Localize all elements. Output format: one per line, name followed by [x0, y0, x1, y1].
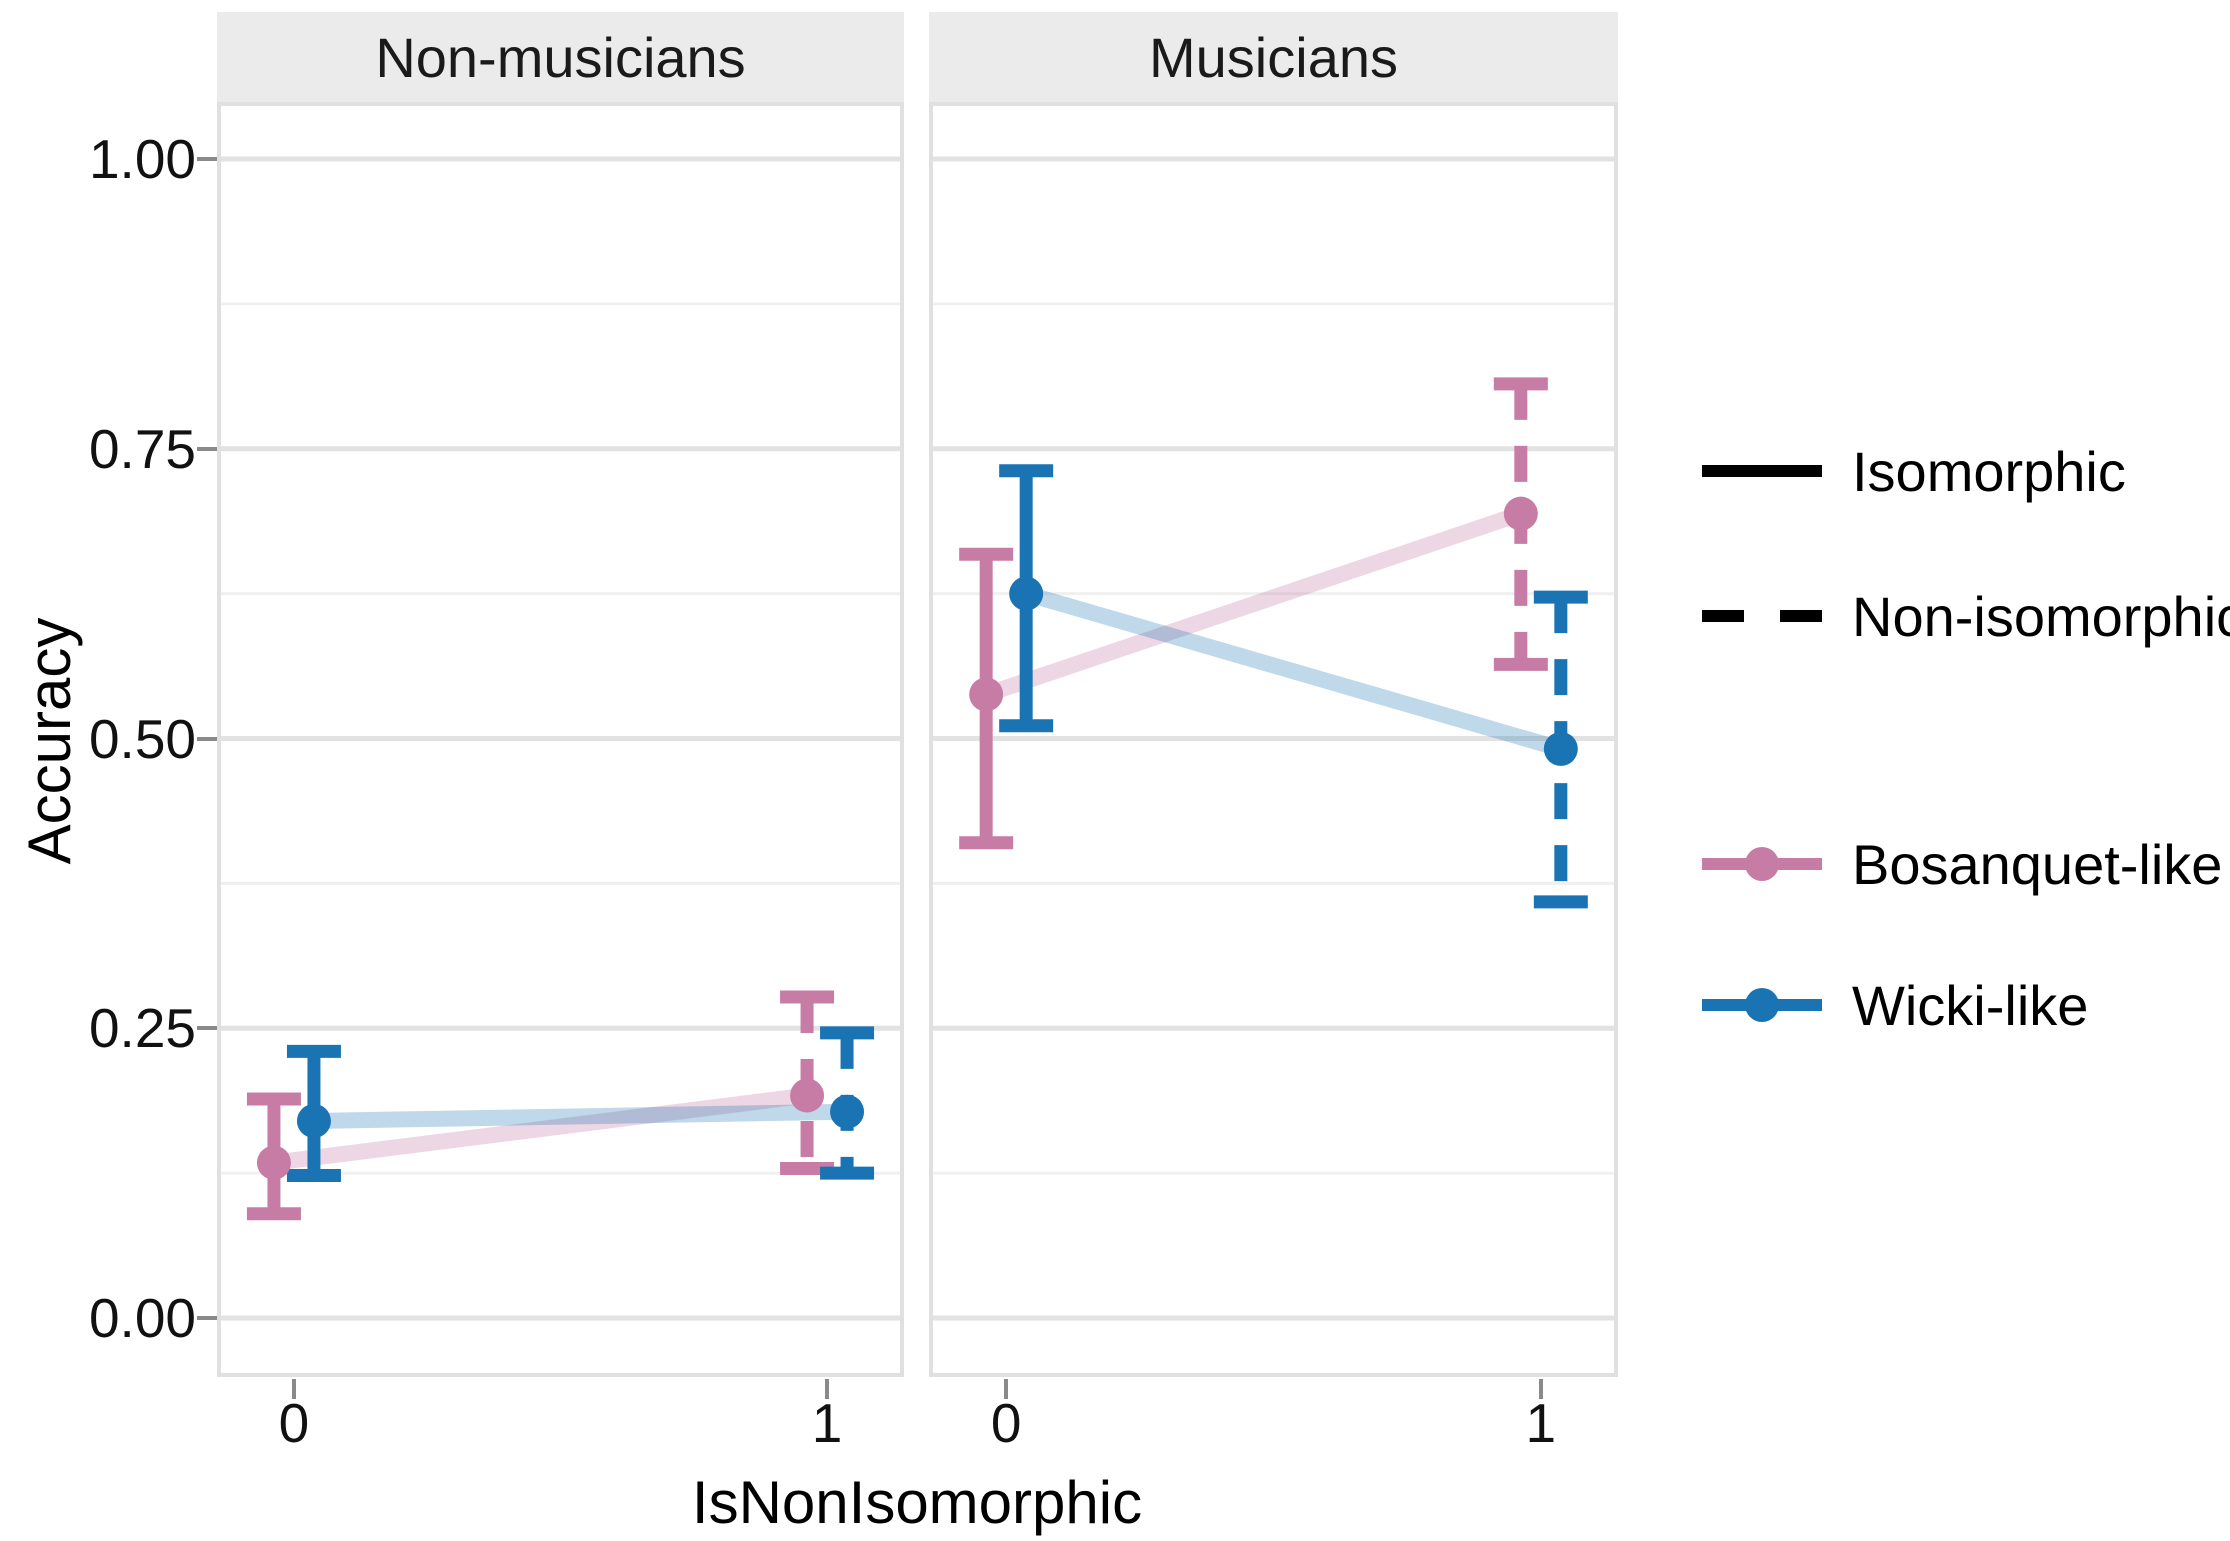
legend-item-wicki: Wicki-like: [1700, 973, 2088, 1037]
series-connector-line: [313, 1103, 848, 1129]
x-tick-mark: [1538, 1379, 1543, 1399]
x-tick-mark: [825, 1379, 830, 1399]
panel-plot-area-non-musicians: [217, 102, 904, 1377]
y-tick-mark: [197, 1316, 217, 1320]
data-point: [256, 1145, 291, 1180]
bosanquet-point-line-icon: [1702, 847, 1822, 881]
y-tick-mark: [197, 1026, 217, 1031]
legend-item-bosanquet: Bosanquet-like: [1700, 832, 2222, 896]
y-tick-label: 0.25: [88, 997, 196, 1060]
panel-non-musicians: [217, 102, 904, 1377]
dashed-line-icon: [1702, 610, 1822, 622]
legend-label-bosanquet: Bosanquet-like: [1852, 832, 2223, 896]
data-point: [296, 1103, 331, 1138]
facet-strip-musicians: Musicians: [929, 12, 1618, 102]
facet-strip-non-musicians: Non-musicians: [217, 12, 904, 102]
x-tick-label: 1: [811, 1392, 843, 1454]
series-connector-line: [983, 506, 1524, 703]
y-tick-label: 0.75: [88, 417, 196, 480]
panel-musicians: [929, 102, 1618, 1377]
x-axis-title: IsNonIsomorphic: [691, 1469, 1143, 1536]
data-point: [1009, 576, 1044, 611]
x-tick-mark: [1004, 1379, 1009, 1399]
wicki-point-line-icon: [1702, 988, 1822, 1022]
y-tick-label: 1.00: [88, 128, 196, 190]
panel-border: [929, 102, 1618, 1377]
legend-label-isomorphic: Isomorphic: [1852, 439, 2126, 503]
data-point: [1503, 496, 1538, 531]
data-point: [969, 677, 1004, 712]
panel-border: [217, 102, 904, 1377]
panel-plot-area-musicians: [929, 102, 1618, 1377]
legend-label-non-isomorphic: Non-isomorphic: [1852, 584, 2230, 648]
legend-item-isomorphic: Isomorphic: [1700, 439, 2126, 503]
x-tick-label: 1: [1525, 1392, 1557, 1454]
x-tick-mark: [291, 1379, 296, 1399]
data-point: [830, 1094, 865, 1129]
x-tick-label: 0: [278, 1392, 310, 1454]
x-tick-label: 0: [990, 1392, 1022, 1454]
data-point: [1543, 731, 1578, 766]
solid-line-icon: [1702, 465, 1822, 477]
series-connector-line: [1023, 585, 1564, 757]
y-axis-title: Accuracy: [16, 617, 83, 865]
y-tick-mark: [197, 736, 217, 741]
y-tick-label: 0.50: [88, 707, 196, 770]
data-point: [790, 1078, 825, 1113]
y-tick-mark: [197, 446, 217, 451]
series-connector-line: [272, 1087, 809, 1171]
y-tick-label: 0.00: [88, 1287, 196, 1349]
legend-label-wicki: Wicki-like: [1852, 973, 2089, 1037]
legend-item-non-isomorphic: Non-isomorphic: [1700, 584, 2230, 648]
y-tick-mark: [197, 157, 217, 161]
